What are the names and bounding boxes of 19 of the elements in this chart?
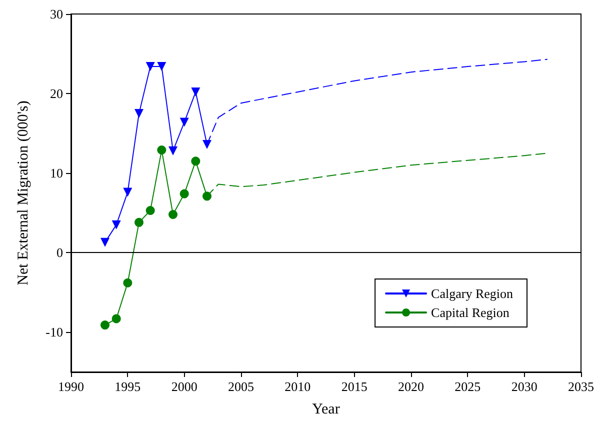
- x-tick-label: 2030: [511, 379, 538, 394]
- legend-label: Calgary Region: [431, 286, 514, 301]
- x-axis-title: Year: [312, 402, 340, 418]
- x-tick-label: 2005: [228, 379, 254, 394]
- x-tick-label: 2000: [171, 379, 198, 394]
- y-tick-label: 20: [50, 86, 63, 102]
- x-tick-label: 1990: [58, 379, 84, 394]
- x-tick-label: 2020: [398, 379, 424, 394]
- x-tick-label: 2035: [568, 379, 594, 394]
- x-tick-label: 2015: [341, 379, 368, 394]
- y-tick-label: 0: [56, 245, 63, 260]
- x-tick-label: 1995: [114, 379, 141, 394]
- y-tick-label: 30: [50, 6, 63, 22]
- x-tick-label: 2025: [454, 379, 481, 394]
- legend-label: Capital Region: [431, 305, 510, 320]
- y-tick-label: -10: [46, 324, 63, 340]
- y-tick-label: 10: [50, 166, 63, 181]
- y-axis-title: Net External Migration (000's): [16, 100, 32, 286]
- x-tick-label: 2010: [284, 379, 311, 394]
